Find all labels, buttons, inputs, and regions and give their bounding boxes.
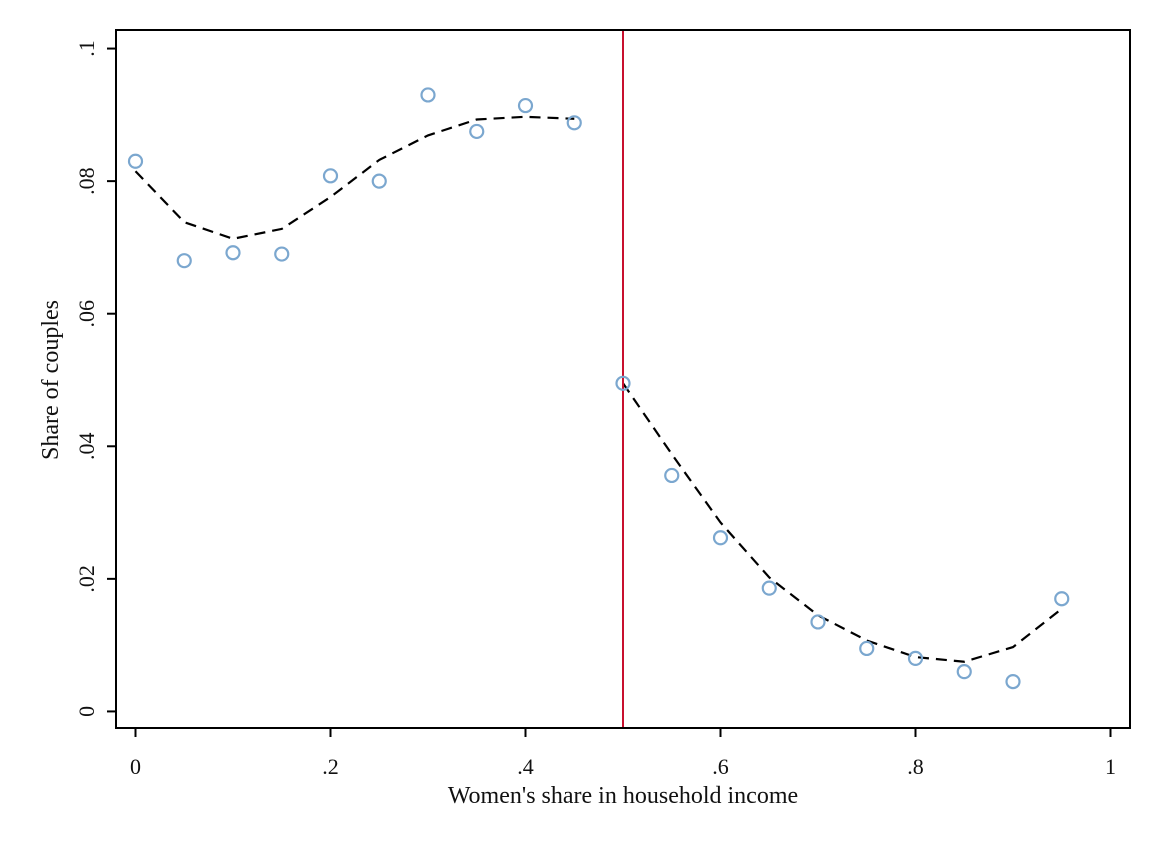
data-point — [274, 246, 290, 262]
x-tick-label: .8 — [907, 754, 924, 779]
data-point — [664, 467, 680, 484]
data-point — [566, 115, 582, 131]
x-tick-label: 0 — [130, 754, 141, 779]
data-point — [615, 375, 631, 391]
data-point — [859, 640, 875, 657]
data-point — [225, 245, 241, 261]
data-point — [127, 153, 144, 169]
data-point — [956, 664, 972, 680]
plot-frame — [115, 29, 1131, 729]
data-point — [517, 97, 534, 114]
y-tick-label: .1 — [74, 40, 99, 57]
data-points — [127, 87, 1070, 690]
fit-right-line — [622, 382, 1063, 663]
data-point — [1005, 673, 1021, 690]
x-tick-label: .2 — [322, 754, 339, 779]
data-point — [712, 530, 729, 546]
data-point — [907, 650, 924, 666]
data-point — [322, 168, 339, 184]
data-point — [1054, 591, 1070, 607]
y-tick-label: .02 — [74, 565, 99, 593]
data-point — [761, 580, 777, 596]
x-axis-title: Women's share in household income — [448, 783, 798, 809]
x-tick-label: .4 — [517, 754, 534, 779]
x-tick-label: 1 — [1105, 754, 1116, 779]
y-axis-title: Share of couples — [38, 300, 64, 460]
x-axis: 0 .2 .4 .6 .8 1 — [130, 728, 1116, 779]
data-point — [371, 173, 387, 189]
y-tick-label: 0 — [74, 706, 99, 717]
y-tick-label: .04 — [74, 433, 99, 461]
data-point — [469, 123, 485, 140]
x-tick-label: .6 — [712, 754, 729, 779]
data-point — [176, 253, 192, 269]
y-tick-label: .08 — [74, 167, 99, 195]
data-point — [420, 87, 436, 103]
fit-left-line — [134, 115, 575, 240]
data-point — [810, 614, 826, 630]
y-tick-label: .06 — [74, 300, 99, 328]
y-axis: 0 .02 .04 .06 .08 .1 — [74, 40, 116, 717]
fitted-lines — [134, 115, 1063, 663]
